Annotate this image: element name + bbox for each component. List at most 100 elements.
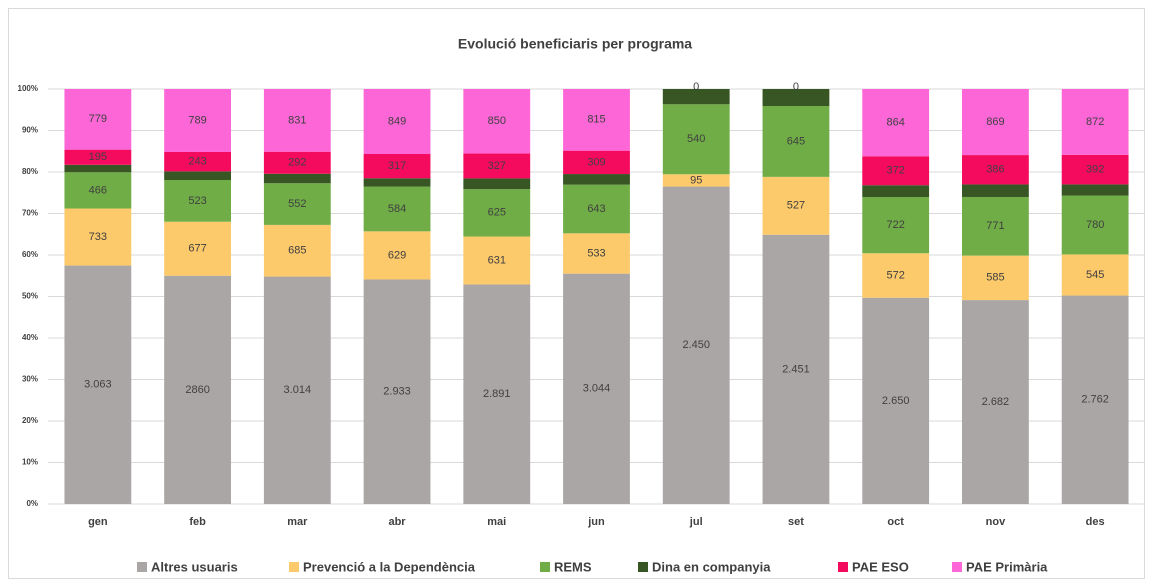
bar-segment [563,174,630,185]
bar-segment [1061,195,1129,255]
data-label: 685 [288,245,306,257]
bar-segment [64,164,132,173]
data-label: 780 [1086,219,1104,231]
bar-segment [962,155,1029,185]
bar-segment [363,178,431,187]
bar-segment [762,176,830,235]
data-label: 733 [89,231,107,243]
data-label: 533 [587,247,605,259]
bar-segment [263,151,331,174]
bar-segment [164,89,231,152]
data-label: 2.450 [682,339,710,351]
data-label: 631 [488,254,506,266]
data-label: 2.762 [1081,394,1109,406]
x-tick-label: oct [887,516,904,528]
y-tick-label: 50% [22,292,38,301]
data-label: 629 [388,249,406,261]
data-label: 815 [587,114,605,126]
data-label: 243 [188,156,206,168]
y-tick-label: 70% [22,209,38,218]
data-label: 2.451 [782,363,810,375]
bar-segment [164,221,231,276]
bar-segment [463,89,531,154]
legend-label: Altres usuaris [151,559,238,574]
data-label: 466 [89,184,107,196]
x-tick-label: gen [88,516,108,528]
bar-segment [363,279,431,504]
data-label: 677 [188,243,206,255]
bar-segment [363,231,431,280]
bar-segment [563,184,630,234]
data-label: 3.014 [284,384,312,396]
bar-segment [1061,154,1129,185]
bar-segment [363,186,431,232]
data-label: 552 [288,198,306,210]
data-label: 327 [488,160,506,172]
x-tick-label: des [1086,516,1105,528]
bar-segment [1061,184,1129,196]
bar-segment [164,171,231,180]
x-tick-label: jun [587,516,605,528]
data-label: 643 [587,203,605,215]
y-tick-label: 80% [22,167,38,176]
bar-segment [762,234,830,504]
bar-segment [662,104,730,175]
data-label: 392 [1086,164,1104,176]
bar-segment [563,273,630,504]
chart-border [8,8,1145,579]
legend-swatch [137,562,147,572]
data-label: 545 [1086,269,1104,281]
bar-segment [1061,254,1129,296]
data-label: 2.891 [483,388,511,400]
bar-segment [563,233,630,274]
data-label: 771 [986,220,1004,232]
bar-segment [1061,89,1129,155]
y-tick-label: 40% [22,333,38,342]
legend-label: PAE ESO [852,559,909,574]
data-label: 625 [488,207,506,219]
bar-segment [662,89,730,105]
legend-label: REMS [554,559,592,574]
bar-segment [862,156,930,186]
bar-segment [463,189,531,237]
bar-segment [762,106,830,177]
data-label: 309 [587,156,605,168]
bar-segment [962,196,1029,256]
bar-segment [962,255,1029,301]
data-label: 2.933 [383,386,411,398]
bar-segment [962,300,1029,504]
bar-segment [463,178,531,190]
data-label: 779 [89,113,107,125]
bar-segment [862,253,930,298]
data-label: 0 [793,81,799,93]
legend-swatch [289,562,299,572]
x-tick-label: set [788,516,804,528]
bar-segment [64,149,132,165]
x-tick-label: mai [487,516,506,528]
bar-segment [563,150,630,175]
bar-segment [563,89,630,151]
data-label: 2.650 [882,395,910,407]
legend-label: Prevenció a la Dependència [303,559,476,574]
data-label: 831 [288,114,306,126]
x-tick-label: mar [287,516,308,528]
bar-segment [862,89,930,157]
bar-segment [662,186,730,504]
data-label: 195 [89,151,107,163]
data-label: 572 [887,269,905,281]
bar-segment [64,89,132,150]
bar-segment [164,275,231,504]
bar-segment [862,297,930,504]
data-label: 584 [388,203,406,215]
bar-segment [263,89,331,152]
bar-segment [862,185,930,198]
bar-segment [64,172,132,209]
x-tick-label: jul [689,516,703,528]
data-label: 585 [986,272,1004,284]
bar-segment [263,276,331,504]
y-tick-label: 30% [22,375,38,384]
data-label: 2860 [185,384,209,396]
bar-segment [363,89,431,154]
data-label: 789 [188,114,206,126]
bar-segment [463,153,531,179]
